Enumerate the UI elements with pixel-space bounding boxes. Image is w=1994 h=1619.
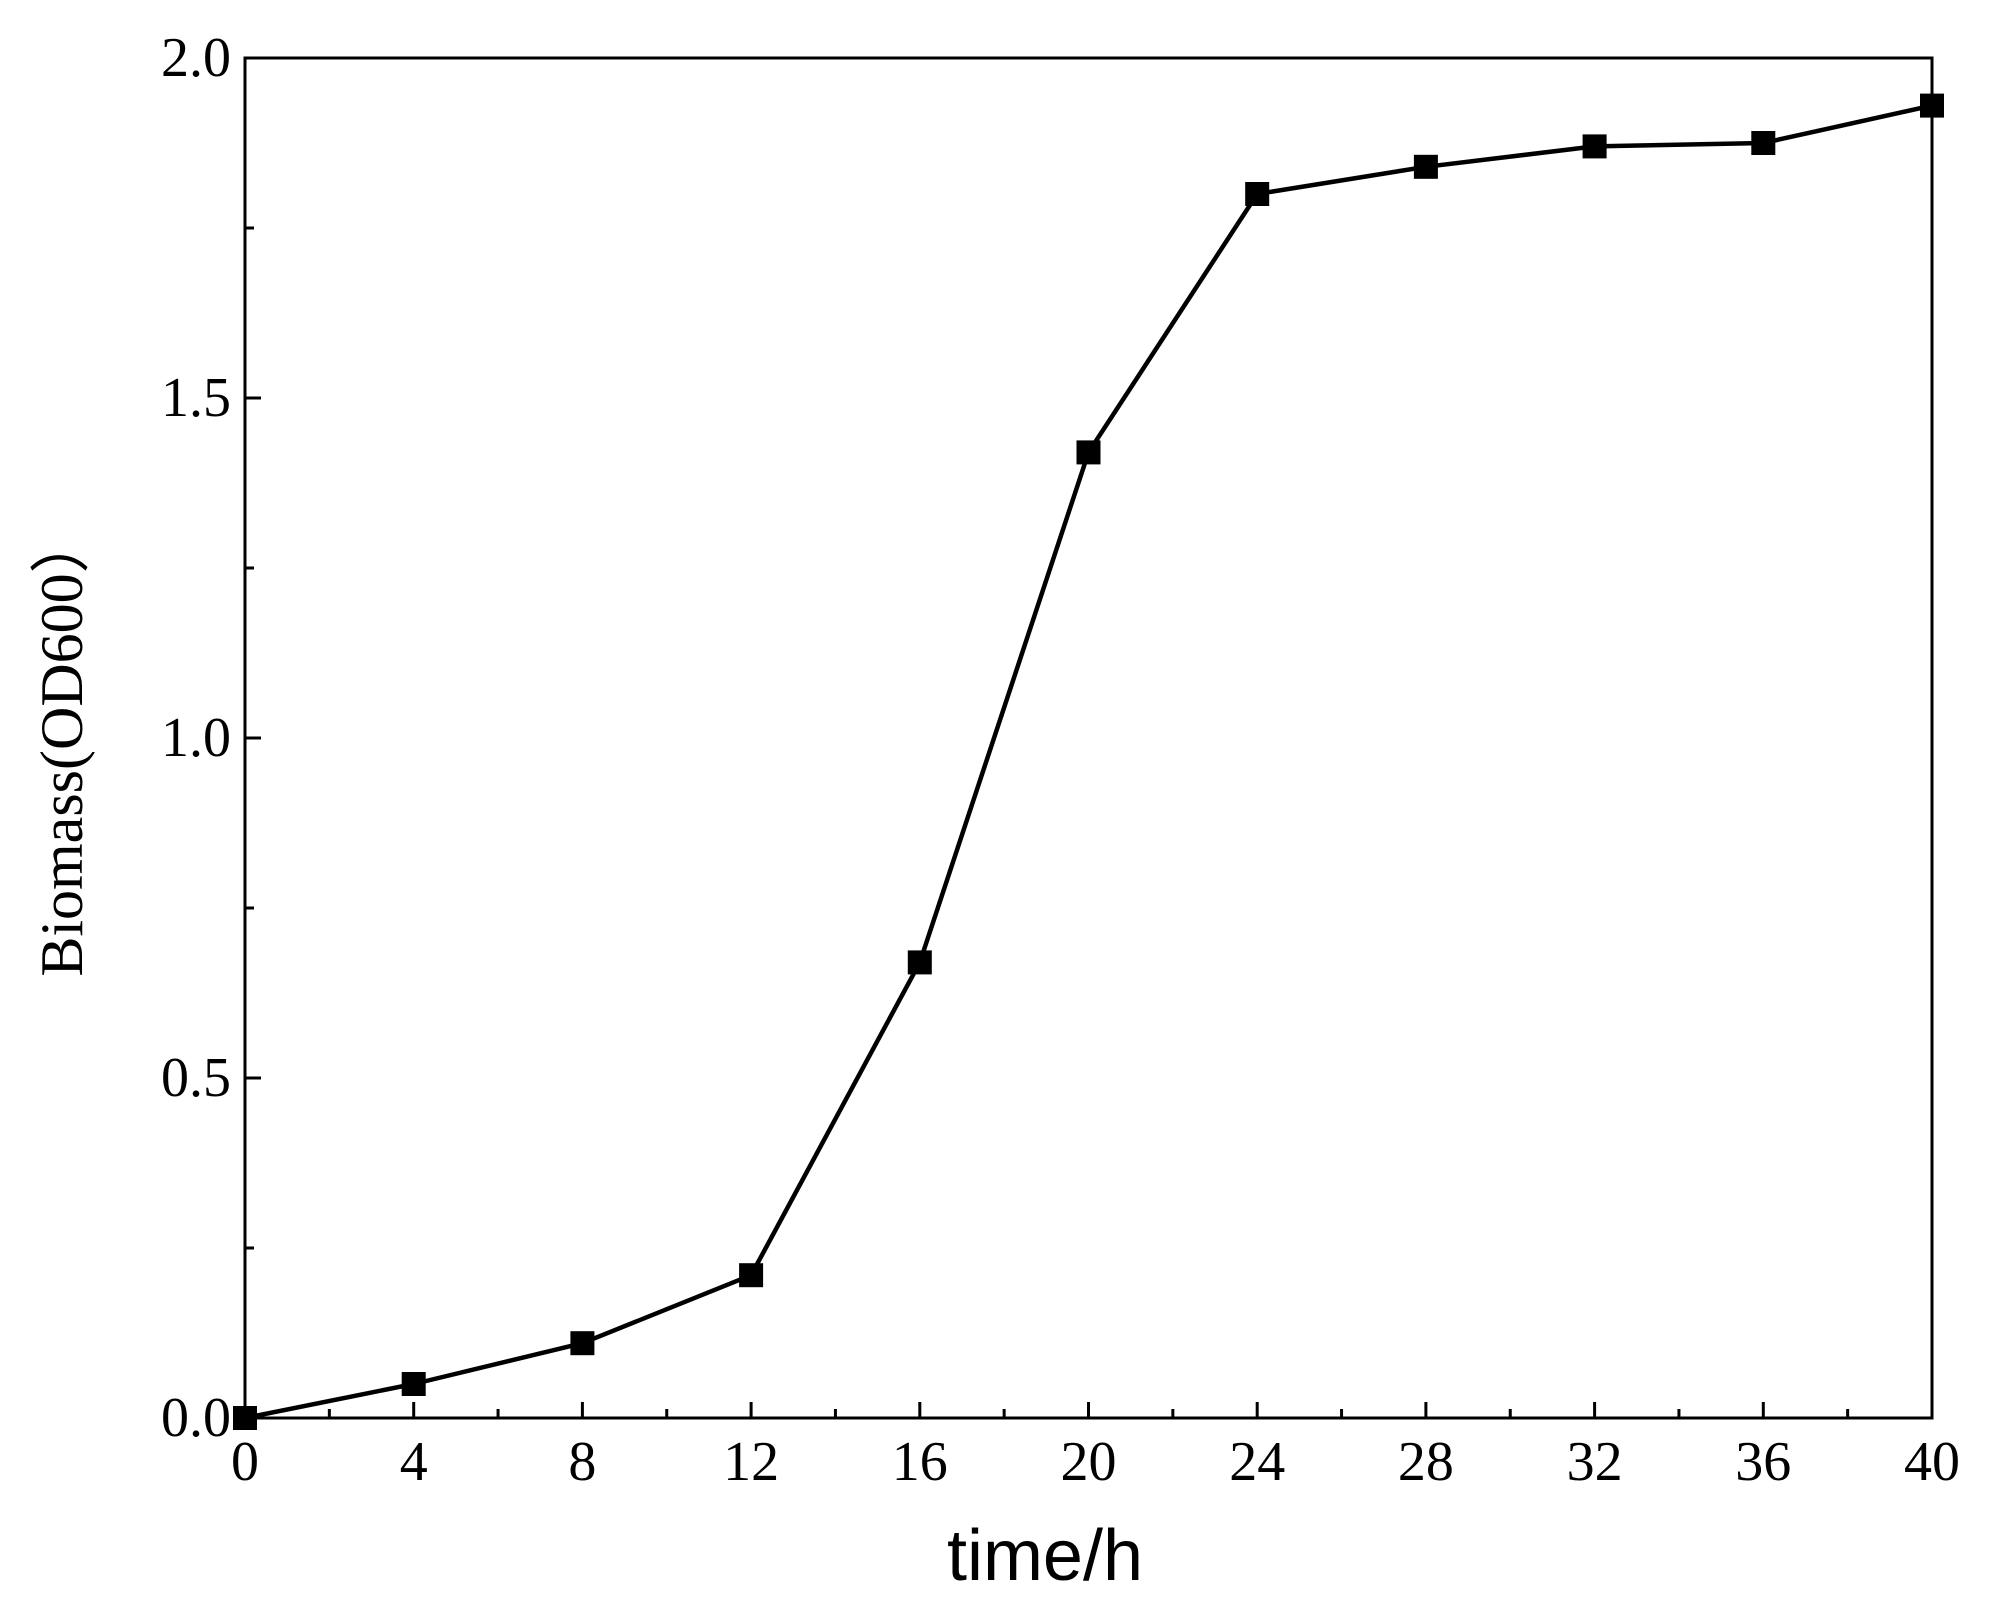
y-tick-label: 2.0 bbox=[161, 27, 231, 89]
x-tick-label: 32 bbox=[1567, 1431, 1623, 1493]
x-tick-label: 8 bbox=[568, 1431, 596, 1493]
y-tick-label: 0.5 bbox=[161, 1047, 231, 1109]
data-point-marker bbox=[233, 1406, 257, 1430]
x-tick-label: 36 bbox=[1735, 1431, 1791, 1493]
x-tick-label: 28 bbox=[1398, 1431, 1454, 1493]
data-point-marker bbox=[570, 1331, 595, 1356]
x-tick-label: 4 bbox=[400, 1431, 428, 1493]
data-point-marker bbox=[907, 950, 932, 975]
data-point-marker bbox=[1582, 134, 1607, 159]
data-point-marker bbox=[401, 1372, 426, 1396]
x-tick-label: 40 bbox=[1904, 1431, 1960, 1493]
x-tick-label: 12 bbox=[723, 1431, 779, 1493]
y-tick-label: 0.0 bbox=[161, 1387, 231, 1449]
data-point-marker bbox=[1751, 131, 1776, 155]
data-point-marker bbox=[1245, 182, 1270, 206]
x-tick-label: 0 bbox=[231, 1431, 259, 1493]
y-tick-label: 1.0 bbox=[161, 707, 231, 769]
y-tick-label: 1.5 bbox=[161, 367, 231, 429]
data-point-marker bbox=[1413, 154, 1438, 179]
data-point-marker bbox=[1076, 440, 1101, 465]
data-point-marker bbox=[739, 1263, 764, 1288]
x-axis-label: time/h bbox=[947, 1516, 1143, 1596]
x-tick-label: 16 bbox=[892, 1431, 948, 1493]
x-tick-label: 20 bbox=[1061, 1431, 1117, 1493]
x-tick-label: 24 bbox=[1229, 1431, 1285, 1493]
series-line bbox=[244, 103, 1933, 1421]
y-axis-label: Biomass(OD600） bbox=[29, 513, 95, 976]
data-point-marker bbox=[1920, 93, 1944, 118]
plot-frame bbox=[243, 56, 1934, 1420]
